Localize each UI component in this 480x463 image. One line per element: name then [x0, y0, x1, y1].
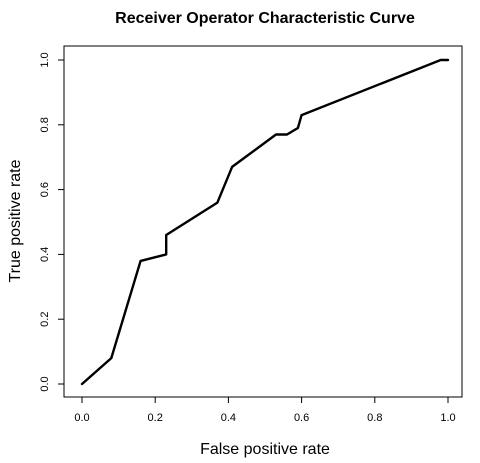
- y-tick-label: 0.8: [39, 117, 51, 132]
- x-axis-label: False positive rate: [200, 441, 330, 458]
- roc-curve-line: [80, 58, 450, 386]
- x-tick-label: 1.0: [440, 412, 455, 424]
- chart-title: Receiver Operator Characteristic Curve: [115, 10, 415, 27]
- y-tick-label: 0.6: [39, 182, 51, 197]
- x-tick-label: 0.2: [148, 412, 163, 424]
- x-tick-label: 0.4: [221, 412, 236, 424]
- plot-frame: [63, 45, 463, 398]
- y-tick-label: 0.0: [39, 376, 51, 391]
- y-axis: 0.0 0.2 0.4 0.6 0.8 1.0: [39, 52, 64, 392]
- x-tick-label: 0.8: [367, 412, 382, 424]
- y-tick-label: 0.4: [39, 247, 51, 262]
- x-tick-label: 0.6: [294, 412, 309, 424]
- x-tick-label: 0.0: [74, 412, 89, 424]
- x-axis: 0.0 0.2 0.4 0.6 0.8 1.0: [74, 397, 456, 424]
- y-tick-label: 1.0: [39, 52, 51, 67]
- y-axis-label: True positive rate: [7, 159, 24, 282]
- y-tick-label: 0.2: [39, 312, 51, 327]
